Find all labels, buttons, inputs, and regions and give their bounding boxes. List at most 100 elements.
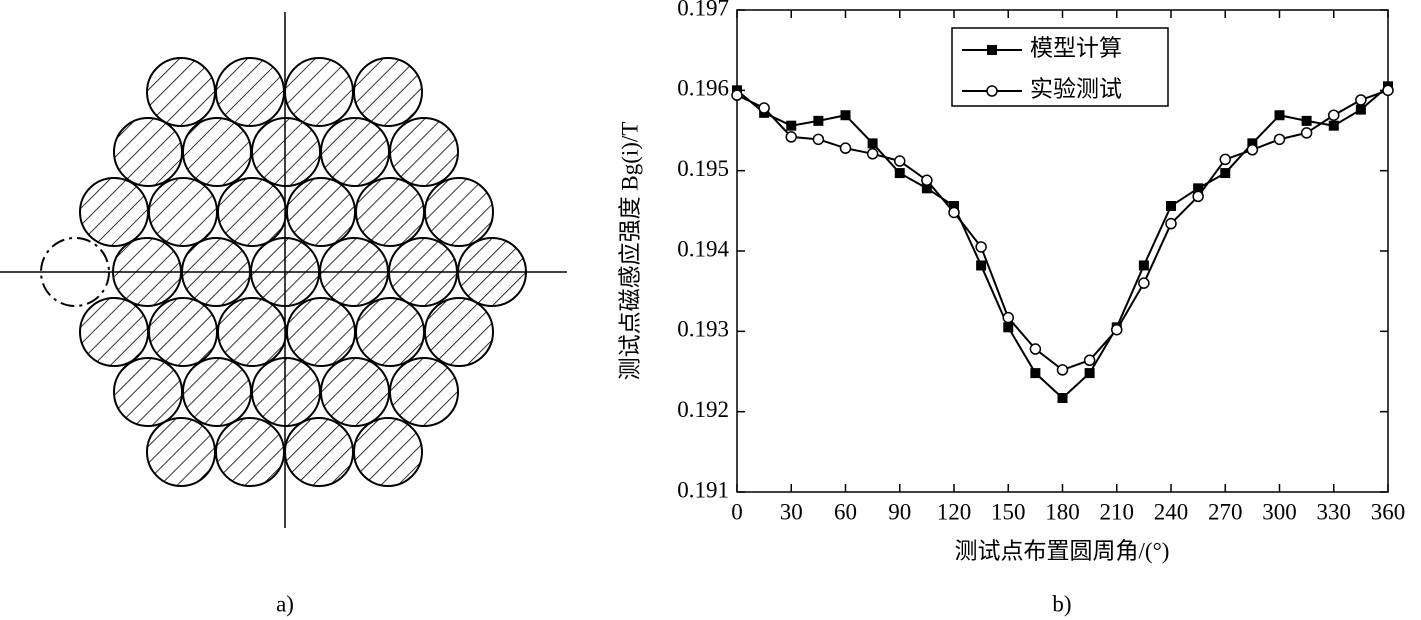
marker [921,174,933,187]
marker [867,138,878,149]
marker [975,241,987,253]
x-tick-label: 90 [888,499,911,524]
marker [1247,138,1258,149]
marker [1166,201,1176,212]
x-axis-label: 测试点布置圆周角/(°) [955,538,1170,563]
series-line [736,85,1389,400]
y-axis-label: 测试点磁感应强度 Bg(i)/T [617,122,642,381]
y-tick-label: 0.194 [677,236,729,261]
x-tick-label: 30 [780,499,803,524]
marker [1382,84,1394,97]
marker [948,206,960,219]
marker [812,133,825,146]
strand [182,357,252,427]
marker [758,102,770,114]
strand [424,177,494,247]
strand [215,57,285,127]
marker [1192,190,1204,203]
strand [113,357,183,427]
strand [320,357,390,427]
marker [949,201,959,212]
marker [813,115,824,126]
strand [79,177,149,247]
legend-label: 实验测试 [1030,76,1122,101]
marker [1002,311,1014,324]
marker [921,183,932,194]
strand [251,357,321,427]
marker [976,260,987,271]
x-tick-label: 330 [1317,499,1352,524]
caption: b) [1052,591,1071,616]
strand [284,417,354,487]
strand [353,57,423,127]
x-tick-label: 0 [731,499,743,524]
strand [146,417,216,487]
marker [1138,260,1149,271]
strand [217,297,287,367]
marker [1328,120,1339,131]
strand [284,57,354,127]
strand [215,417,285,487]
strand [320,117,390,187]
marker [987,45,997,55]
marker [1193,183,1204,194]
x-tick-label: 120 [937,499,972,524]
x-tick-label: 240 [1154,499,1189,524]
y-tick-label: 0.192 [677,397,729,422]
marker [1220,168,1231,179]
marker [1057,393,1068,404]
marker [986,85,998,97]
strand [148,297,218,367]
marker [894,168,905,179]
x-tick-label: 180 [1045,499,1080,524]
marker [1274,110,1285,121]
marker [1328,109,1340,121]
marker [839,142,852,154]
marker [840,110,851,121]
strand [79,297,149,367]
strand [217,177,287,247]
x-tick-label: 360 [1371,499,1406,524]
strand [286,177,356,247]
strand [355,297,425,367]
legend-label: 模型计算 [1030,35,1122,60]
marker [894,155,906,167]
y-tick-label: 0.195 [677,156,729,181]
strand [113,117,183,187]
marker [1084,368,1095,379]
marker [1111,323,1123,336]
strand [389,117,459,187]
marker [786,120,797,131]
marker [1301,115,1312,126]
y-tick-label: 0.197 [677,0,729,20]
y-tick-label: 0.193 [677,317,729,342]
marker [1355,104,1366,115]
series-line [736,89,1389,372]
strand-diagram [0,12,567,528]
strand [146,57,216,127]
strand [182,117,252,187]
marker [1029,343,1042,355]
marker [1003,322,1014,333]
strand [389,357,459,427]
marker [1083,354,1096,367]
y-tick-label: 0.196 [677,76,729,101]
x-tick-label: 300 [1262,499,1297,524]
marker [1273,133,1286,146]
marker [1165,217,1177,230]
strand [251,117,321,187]
strand [353,417,423,487]
strand [355,177,425,247]
caption: a) [276,591,294,616]
marker [731,89,743,101]
strand [424,297,494,367]
marker [1300,127,1313,139]
strand [148,177,218,247]
marker [1138,277,1150,289]
marker [1246,144,1259,156]
x-tick-label: 270 [1208,499,1243,524]
marker [1030,368,1041,379]
marker [785,131,797,143]
marker [1056,364,1069,376]
strand [286,297,356,367]
